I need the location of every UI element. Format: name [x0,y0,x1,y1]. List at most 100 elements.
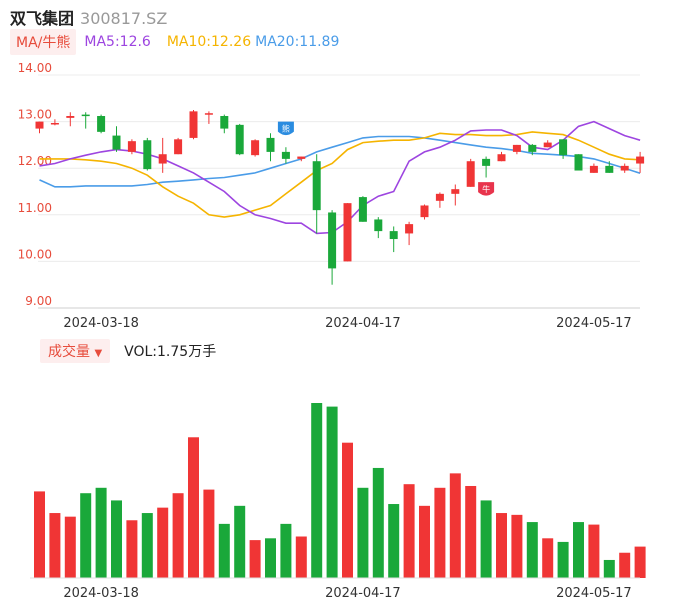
bear-label: 熊 [282,124,290,134]
volume-bar [388,504,400,578]
price-grid [38,74,640,309]
volume-bar [218,523,230,578]
candle-body [435,193,444,201]
price-tick-label: 12.00 [18,154,52,168]
volume-bar [295,536,307,578]
bull-signal-icon: 牛 [478,182,495,196]
stock-name: 双飞集团 [10,9,75,28]
volume-bar [64,516,76,578]
volume-bar [403,484,415,578]
candlesticks [35,109,645,285]
volume-bar [203,489,215,578]
candle-body [35,121,44,129]
date-tick-label: 2024-04-17 [325,586,401,601]
volume-bar [111,500,122,578]
candle-body [312,161,321,211]
volume-bar [603,559,615,578]
volume-bar [542,538,554,578]
candle-body [158,154,167,164]
candle-body [174,139,183,155]
date-tick-label: 2024-05-17 [556,586,632,601]
volume-legend: 成交量 ▼ VOL:1.75万手 [40,339,217,363]
stock-header: 双飞集团 300817.SZ [10,5,167,29]
candle-body [266,137,275,152]
volume-bar [141,513,153,578]
volume-value: VOL:1.75万手 [124,344,217,360]
volume-bar [419,505,430,578]
candle-body [220,116,229,129]
ma20-line [39,135,641,188]
volume-bar [573,522,584,578]
candle-body [389,231,398,240]
volume-bar [496,513,507,578]
ma-indicator-selector[interactable]: MA/牛熊 [10,29,77,55]
candle-body [559,139,568,156]
volume-bar [357,487,369,578]
candle-body [528,144,537,152]
candle-body [620,165,629,171]
bear-badge-shape [277,121,294,136]
volume-date-axis: 2024-03-18 2024-04-17 2024-05-17 [63,586,631,601]
candle-body [574,154,583,171]
ma-lines [39,120,641,235]
volume-bar [188,437,199,578]
volume-bar [49,513,61,578]
candle-body [466,161,475,187]
ma20-legend: MA20:11.89 [255,34,340,50]
ma-legend: MA/牛熊 MA5:12.6 MA10:12.26 MA20:11.89 [10,29,340,55]
candle-body [189,111,198,138]
date-tick-label: 2024-03-18 [63,586,139,601]
candle-body [512,144,521,152]
candle-body [204,113,213,115]
candle-body [328,212,337,269]
volume-bar [557,541,569,578]
volume-bar [326,406,338,578]
price-tick-label: 11.00 [18,201,52,215]
price-tick-label: 10.00 [18,247,52,261]
candle-body [81,114,90,117]
price-tick-label: 9.00 [25,294,52,308]
candle-body [50,122,59,125]
ma5-legend: MA5:12.6 [84,34,151,50]
bull-badge-shape [478,182,495,196]
volume-bar [634,546,646,578]
ma10-line [39,131,641,218]
candle-body [482,158,491,166]
price-tick-label: 14.00 [18,61,52,75]
volume-bar [80,493,92,578]
signal-markers: 熊牛 [277,121,495,196]
volume-indicator-label: 成交量 [48,344,90,360]
price-tick-label: 13.00 [18,108,52,122]
bear-signal-icon: 熊 [277,121,294,136]
volume-bar [265,538,276,578]
candle-body [97,116,106,132]
candle-body [374,219,383,232]
volume-bar [480,500,492,578]
volume-bar [126,520,138,578]
volume-bar [449,473,461,578]
candle-body [358,197,367,222]
candle-body [636,156,645,164]
volume-bar [434,487,446,578]
volume-bar [34,491,45,578]
volume-indicator-selector[interactable]: 成交量 ▼ [40,339,111,363]
volume-bar [234,505,246,578]
volume-bar [588,524,600,578]
volume-bar [526,522,538,578]
volume-bar [280,523,292,578]
candle-body [112,135,121,150]
candle-body [235,124,244,155]
candle-body [66,116,75,118]
candle-body [405,224,414,234]
price-date-axis: 2024-03-18 2024-04-17 2024-05-17 [63,316,631,331]
candle-body [420,205,429,218]
candle-body [543,142,552,148]
candle-body [143,140,152,170]
date-tick-label: 2024-03-18 [63,316,139,331]
price-axis-labels: 14.00 13.00 12.00 11.00 10.00 9.00 [18,61,52,308]
candle-body [605,165,614,173]
date-tick-label: 2024-04-17 [325,316,401,331]
volume-bar [511,514,523,578]
volume-bar [465,485,477,578]
